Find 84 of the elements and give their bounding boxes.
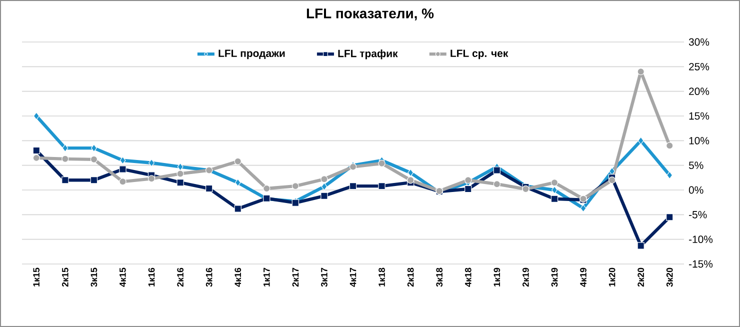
point xyxy=(292,182,300,190)
x-tick-label: 3к15 xyxy=(90,268,98,287)
point xyxy=(32,154,40,162)
y-tick-label: 5% xyxy=(688,162,704,170)
x-tick-label: 2к20 xyxy=(638,268,644,287)
y-tick-label: 20% xyxy=(689,88,710,96)
legend-label: LFL ср. чек xyxy=(450,50,508,60)
point xyxy=(550,179,558,186)
legend-label: LFL продажи xyxy=(218,50,285,60)
point xyxy=(120,156,126,164)
y-tick-label: -5% xyxy=(688,210,707,218)
point xyxy=(349,182,357,190)
point xyxy=(666,171,673,180)
x-tick-label: 3к19 xyxy=(551,268,558,287)
y-tick-label: 10% xyxy=(689,136,710,144)
legend-label: LFL трафик xyxy=(338,50,398,60)
point xyxy=(406,176,414,184)
point xyxy=(378,160,386,167)
point xyxy=(234,178,241,186)
point xyxy=(263,184,270,192)
point xyxy=(176,170,184,178)
point xyxy=(90,156,98,163)
y-tick-label: 30% xyxy=(688,38,710,46)
y-tick-label: 0% xyxy=(688,186,704,194)
x-tick-label: 4к18 xyxy=(464,268,472,287)
point xyxy=(551,186,558,194)
y-tick-label: -15% xyxy=(688,260,713,268)
x-tick-label: 3к18 xyxy=(436,268,443,287)
x-tick-label: 3к20 xyxy=(666,268,673,287)
point xyxy=(62,176,69,184)
x-tick-label: 3к17 xyxy=(321,268,328,287)
point xyxy=(637,68,644,76)
point xyxy=(609,167,616,176)
x-tick-label: 2к15 xyxy=(62,268,68,287)
point xyxy=(493,180,501,188)
point xyxy=(464,185,472,193)
point xyxy=(666,142,674,150)
x-tick-label: 1к15 xyxy=(33,268,40,286)
x-tick-label: 3к16 xyxy=(206,268,212,287)
point xyxy=(638,136,644,145)
point xyxy=(119,178,126,186)
chart-title: LFL показатели, % xyxy=(306,8,434,20)
point xyxy=(320,192,328,200)
point xyxy=(90,176,98,184)
x-tick-label: 1к17 xyxy=(264,268,270,286)
point xyxy=(33,112,40,120)
point xyxy=(320,176,328,183)
x-tick-label: 4к17 xyxy=(350,268,356,287)
point xyxy=(321,182,328,190)
x-tick-label: 1к19 xyxy=(494,268,500,286)
point xyxy=(493,166,501,174)
y-tick-label: 15% xyxy=(689,112,710,120)
point xyxy=(90,144,97,152)
point xyxy=(580,204,586,212)
point xyxy=(666,214,674,221)
point xyxy=(408,168,414,177)
point xyxy=(637,242,644,250)
point xyxy=(608,176,616,184)
point xyxy=(206,184,213,192)
point xyxy=(148,158,155,167)
x-tick-label: 4к15 xyxy=(120,268,126,287)
x-tick-label: 4к16 xyxy=(234,268,242,287)
x-tick-label: 2к17 xyxy=(292,268,299,287)
x-tick-label: 1к16 xyxy=(148,268,155,286)
point xyxy=(550,195,558,202)
y-tick-label: 25% xyxy=(689,62,710,70)
point xyxy=(378,182,386,190)
x-tick-label: 2к16 xyxy=(177,268,184,287)
point xyxy=(464,176,472,184)
y-tick-label: -10% xyxy=(688,236,713,244)
x-tick-label: 2к18 xyxy=(407,268,414,287)
x-tick-label: 2к19 xyxy=(522,268,529,287)
point xyxy=(234,158,242,165)
x-tick-label: 1к20 xyxy=(608,268,616,286)
point xyxy=(177,162,184,171)
point xyxy=(62,155,69,163)
point xyxy=(234,205,242,212)
point xyxy=(176,179,184,186)
x-tick-label: 4к19 xyxy=(580,268,586,287)
point xyxy=(148,175,156,182)
point xyxy=(62,144,68,152)
x-tick-label: 1к18 xyxy=(378,268,385,286)
point xyxy=(32,146,40,154)
point xyxy=(119,166,126,173)
